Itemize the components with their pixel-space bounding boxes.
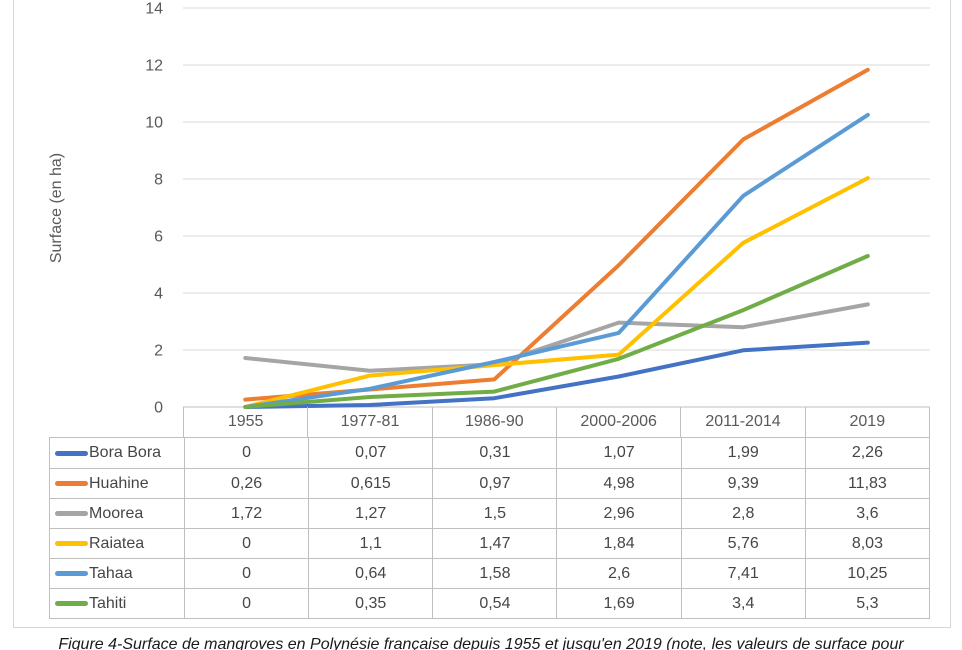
legend-item-bora-bora: Bora Bora [50,438,184,468]
line-chart-plot-area: 0 2 4 6 8 10 12 14 [145,1,930,417]
table-row-raiatea: Raiatea 0 1,1 1,47 1,84 5,76 8,03 [50,528,929,558]
legend-line-swatch-tahiti [55,601,88,606]
table-value-cell: 0,615 [308,469,432,498]
legend-item-huahine: Huahine [50,469,184,498]
table-value-cell: 0 [184,559,308,588]
table-row-bora-bora: Bora Bora 0 0,07 0,31 1,07 1,99 2,26 [50,438,929,468]
table-value-cell: 1,69 [556,589,680,618]
x-category-label-2000-2006: 2000-2006 [555,407,680,437]
table-value-cell: 8,03 [804,529,929,558]
legend-label-tahaa: Tahaa [89,564,133,582]
legend-line-swatch-huahine [55,481,88,486]
legend-label-moorea: Moorea [89,504,144,522]
y-tick-label: 6 [154,229,163,246]
table-value-cell: 7,41 [680,559,805,588]
table-value-cell: 2,6 [556,559,680,588]
y-tick-label: 12 [145,58,163,75]
table-value-cell: 0 [184,589,308,618]
table-value-cell: 1,1 [308,529,432,558]
series-line-tahiti [243,254,870,409]
series-line-tahaa [243,112,870,409]
table-value-cell: 0,26 [184,469,308,498]
table-value-cell: 1,84 [556,529,680,558]
table-value-cell: 2,8 [680,499,805,528]
table-value-cell: 9,39 [680,469,805,498]
table-value-cell: 2,26 [804,438,929,468]
table-row-moorea: Moorea 1,72 1,27 1,5 2,96 2,8 3,6 [50,498,929,528]
series-line-bora-bora [243,340,870,409]
table-value-cell: 0 [184,529,308,558]
table-value-cell: 0,35 [308,589,432,618]
legend-label-huahine: Huahine [89,474,149,492]
x-category-label-2011-2014: 2011-2014 [680,407,804,437]
series-line-raiatea [243,176,870,409]
table-value-cell: 4,98 [556,469,680,498]
table-value-cell: 0,31 [432,438,556,468]
legend-line-swatch-moorea [55,511,88,516]
legend-line-swatch-raiatea [55,541,88,546]
legend-label-bora-bora: Bora Bora [89,444,162,461]
series-line-moorea [243,302,870,373]
y-tick-label: 14 [145,1,163,18]
table-value-cell: 5,76 [680,529,805,558]
x-category-label-1955: 1955 [183,407,307,437]
table-value-cell: 0,54 [432,589,556,618]
table-value-cell: 1,72 [184,499,308,528]
table-value-cell: 0 [184,438,308,468]
y-tick-label: 0 [154,400,163,417]
y-tick-label: 10 [145,115,163,132]
x-category-label-1977-81: 1977-81 [307,407,431,437]
table-row-huahine: Huahine 0,26 0,615 0,97 4,98 9,39 11,83 [50,468,929,498]
table-value-cell: 3,6 [804,499,929,528]
legend-item-moorea: Moorea [50,499,184,528]
table-value-cell: 1,27 [308,499,432,528]
x-category-label-2019: 2019 [804,407,930,437]
table-value-cell: 1,07 [556,438,680,468]
legend-item-tahiti: Tahiti [50,589,184,618]
chart-data-table: Bora Bora 0 0,07 0,31 1,07 1,99 2,26 Huahine 0,2… [49,437,930,619]
table-value-cell: 1,58 [432,559,556,588]
table-value-cell: 3,4 [680,589,805,618]
table-value-cell: 1,99 [680,438,805,468]
table-value-cell: 10,25 [804,559,929,588]
table-value-cell: 11,83 [804,469,929,498]
table-row-tahiti: Tahiti 0 0,35 0,54 1,69 3,4 5,3 [50,588,929,618]
figure-caption: Figure 4-Surface de mangroves en Polynés… [58,636,904,650]
y-tick-label: 8 [154,172,163,189]
legend-item-raiatea: Raiatea [50,529,184,558]
y-tick-label: 2 [154,343,163,360]
table-value-cell: 0,97 [432,469,556,498]
legend-label-tahiti: Tahiti [89,594,127,612]
table-value-cell: 1,5 [432,499,556,528]
y-tick-label: 4 [154,286,163,303]
x-category-label-1986-90: 1986-90 [431,407,556,437]
table-value-cell: 2,96 [556,499,680,528]
table-value-cell: 0,64 [308,559,432,588]
legend-label-raiatea: Raiatea [89,534,145,552]
legend-line-swatch-bora-bora [55,450,88,456]
x-axis-category-row: 1955 1977-81 1986-90 2000-2006 2011-2014 2019 [183,407,930,437]
legend-line-swatch-tahaa [55,571,88,576]
legend-item-tahaa: Tahaa [50,559,184,588]
table-value-cell: 1,47 [432,529,556,558]
table-value-cell: 0,07 [308,438,432,468]
table-value-cell: 5,3 [804,589,929,618]
table-row-tahaa: Tahaa 0 0,64 1,58 2,6 7,41 10,25 [50,558,929,588]
